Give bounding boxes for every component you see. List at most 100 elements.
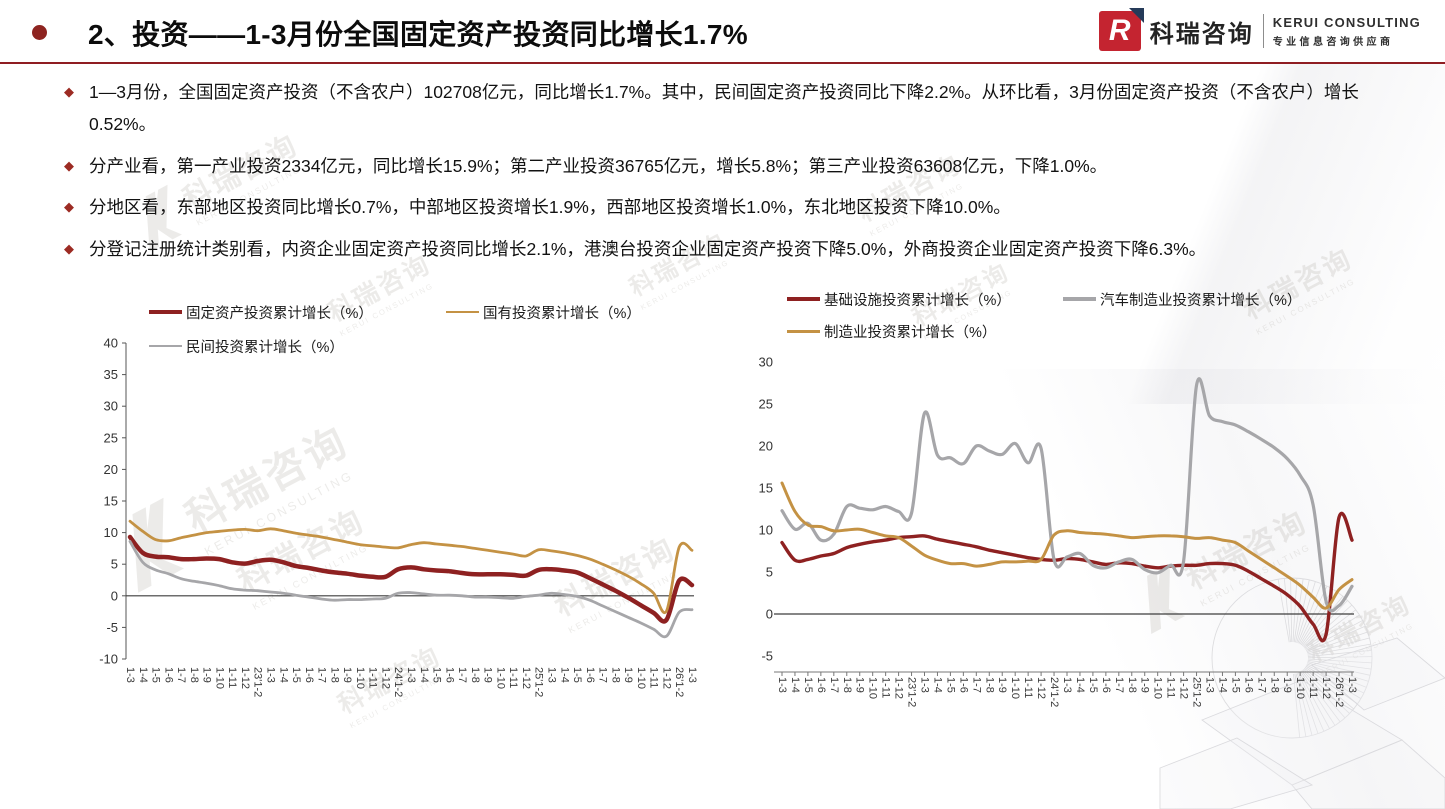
company-logo: R 科瑞咨询 KERUI CONSULTING 专业信息咨询供应商 <box>1098 8 1421 51</box>
x-tick-label: 1-5 <box>1087 677 1099 693</box>
x-tick-label: 1-8 <box>841 677 853 693</box>
x-tick-label: 1-5 <box>571 667 583 683</box>
x-tick-label: 1-9 <box>201 667 213 683</box>
x-tick-label: 1-11 <box>880 677 892 698</box>
legend-item: 固定资产投资累计增长（%） <box>149 300 373 324</box>
x-tick-label: 1-9 <box>1281 677 1293 693</box>
x-tick-label: 1-4 <box>418 667 430 683</box>
x-tick-label: 1-12 <box>520 667 532 689</box>
x-tick-label: 1-4 <box>137 667 149 683</box>
x-tick-label: 1-3 <box>124 667 136 683</box>
x-tick-label: 23'1-2 <box>252 667 264 697</box>
x-tick-label: 1-8 <box>609 667 621 683</box>
x-tick-label: 1-11 <box>507 667 519 688</box>
x-tick-label: 1-12 <box>239 667 251 689</box>
summary-bullet-list: ◆ 1—3月份，全国固定资产投资（不含农户）102708亿元，同比增长1.7%。… <box>64 76 1376 265</box>
y-tick-label: 30 <box>104 399 118 414</box>
x-tick-label: 1-7 <box>1113 677 1125 693</box>
x-tick-label: 1-8 <box>188 667 200 683</box>
diamond-bullet-icon: ◆ <box>64 84 74 99</box>
x-tick-label: 1-5 <box>1229 677 1241 693</box>
bullet-item: ◆ 分地区看，东部地区投资同比增长0.7%，中部地区投资增长1.9%，西部地区投… <box>64 191 1376 223</box>
x-tick-label: 1-5 <box>944 677 956 693</box>
x-tick-label: 1-12 <box>660 667 672 689</box>
x-tick-label: 1-8 <box>983 677 995 693</box>
legend-label: 民间投资累计增长（%） <box>186 339 344 356</box>
y-tick-label: 20 <box>104 462 118 477</box>
legend-item: 制造业投资累计增长（%） <box>787 319 996 343</box>
x-tick-label: 1-4 <box>558 667 570 683</box>
x-tick-label: 1-3 <box>1061 677 1073 693</box>
series-line <box>127 534 695 624</box>
legend-line-sample-icon <box>149 344 182 348</box>
x-tick-label: 1-11 <box>226 667 238 688</box>
logo-mark-icon: R <box>1098 8 1144 51</box>
x-tick-label: 1-9 <box>1139 677 1151 693</box>
x-tick-label: 26'1-2 <box>673 667 685 697</box>
x-tick-label: 1-7 <box>1255 677 1267 693</box>
x-tick-label: 1-3 <box>776 677 788 693</box>
chart-fixed-asset-investment: 固定资产投资累计增长（%） 国有投资累计增长（%） 民间投资累计增长（%） 40 35 3… <box>92 296 802 771</box>
x-tick-label: 25'1-2 <box>533 667 545 697</box>
y-tick-label: 0 <box>766 607 773 622</box>
x-tick-label: 1-6 <box>443 667 455 683</box>
x-tick-label: 1-11 <box>367 667 379 688</box>
x-tick-label: 24'1-2 <box>392 667 404 697</box>
x-tick-label: 1-10 <box>1009 677 1021 699</box>
legend-label: 基础设施投资累计增长（%） <box>824 292 1011 309</box>
x-tick-label: 1-7 <box>175 667 187 683</box>
y-tick-label: -5 <box>106 620 118 635</box>
diamond-bullet-icon: ◆ <box>64 199 74 215</box>
bullet-text: 1—3月份，全国固定资产投资（不含农户）102708亿元，同比增长1.7%。其中… <box>89 82 1359 135</box>
x-tick-label: 1-10 <box>494 667 506 689</box>
x-tick-label: 1-3 <box>546 667 558 683</box>
x-tick-label: 23'1-2 <box>906 677 918 707</box>
diamond-bullet-icon: ◆ <box>64 157 74 173</box>
bullet-item: ◆ 1—3月份，全国固定资产投资（不含农户）102708亿元，同比增长1.7%。… <box>64 76 1376 141</box>
series-line <box>128 519 694 615</box>
x-tick-label: 1-4 <box>789 677 801 693</box>
y-tick-label: 25 <box>759 397 773 412</box>
x-tick-label: 1-9 <box>482 667 494 683</box>
x-tick-label: 1-9 <box>341 667 353 683</box>
y-tick-label: 15 <box>104 494 118 509</box>
x-tick-label: 1-3 <box>686 667 698 683</box>
x-tick-label: 1-5 <box>802 677 814 693</box>
x-tick-label: 1-5 <box>431 667 443 683</box>
x-tick-label: 1-6 <box>162 667 174 683</box>
legend-line-sample-icon <box>446 310 479 314</box>
x-tick-label: 1-12 <box>379 667 391 689</box>
legend-line-sample-icon <box>787 329 820 333</box>
x-tick-label: 1-9 <box>622 667 634 683</box>
legend-item: 汽车制造业投资累计增长（%） <box>1063 287 1301 311</box>
bullet-item: ◆ 分产业看，第一产业投资2334亿元，同比增长15.9%；第二产业投资3676… <box>64 150 1376 182</box>
bullet-text: 分地区看，东部地区投资同比增长0.7%，中部地区投资增长1.9%，西部地区投资增… <box>89 197 1011 218</box>
bullet-text: 分登记注册统计类别看，内资企业固定资产投资同比增长2.1%，港澳台投资企业固定资… <box>89 238 1207 259</box>
x-tick-label: 26'1-2 <box>1333 677 1345 707</box>
y-tick-label: 35 <box>104 367 118 382</box>
logo-company-name-cn: 科瑞咨询 <box>1149 20 1254 48</box>
legend-item: 基础设施投资累计增长（%） <box>787 287 1011 311</box>
header-bullet-dot <box>32 25 47 40</box>
x-tick-label: 1-3 <box>265 667 277 683</box>
x-tick-label: 1-4 <box>931 677 943 693</box>
x-tick-label: 1-11 <box>1165 677 1177 698</box>
legend-item: 国有投资累计增长（%） <box>446 300 641 324</box>
x-tick-label: 1-10 <box>867 677 879 699</box>
x-tick-label: 1-9 <box>854 677 866 693</box>
x-tick-label: 1-7 <box>597 667 609 683</box>
x-tick-label: 1-6 <box>1100 677 1112 693</box>
x-tick-label: 1-6 <box>303 667 315 683</box>
bullet-text: 分产业看，第一产业投资2334亿元，同比增长15.9%；第二产业投资36765亿… <box>89 155 1108 176</box>
x-tick-label: 1-6 <box>957 677 969 693</box>
x-tick-label: 1-6 <box>1242 677 1254 693</box>
x-tick-label: 24'1-2 <box>1048 677 1060 707</box>
logo-divider <box>1262 14 1264 48</box>
legend-line-sample-icon <box>149 309 182 315</box>
legend-label: 制造业投资累计增长（%） <box>824 324 997 341</box>
x-tick-label: 1-8 <box>469 667 481 683</box>
x-tick-label: 1-6 <box>584 667 596 683</box>
logo-text-block: KERUI CONSULTING 专业信息咨询供应商 <box>1273 15 1421 48</box>
x-tick-label: 1-12 <box>1035 677 1047 699</box>
logo-tagline: 专业信息咨询供应商 <box>1272 36 1394 48</box>
